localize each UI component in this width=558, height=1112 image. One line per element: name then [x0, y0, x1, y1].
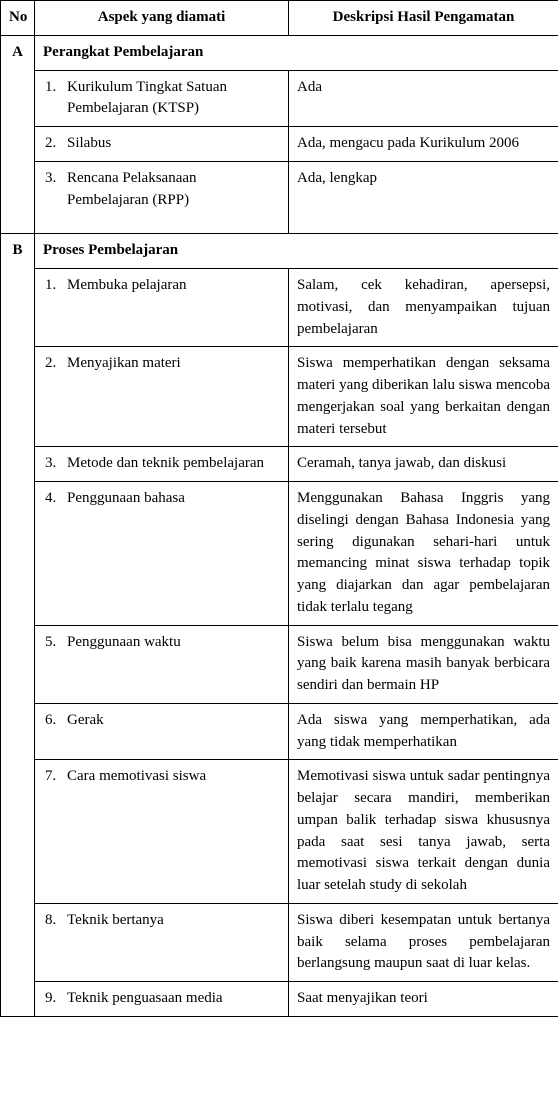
- table-row: 1. Membuka pelajaran Salam, cek kehadira…: [1, 269, 558, 347]
- desc-cell: Saat menyajikan teori: [289, 982, 558, 1017]
- item-number: 6.: [45, 710, 67, 732]
- table-row: 3. Metode dan teknik pembelajaran Cerama…: [1, 447, 558, 482]
- observation-table: No Aspek yang diamati Deskripsi Hasil Pe…: [0, 0, 558, 1017]
- item-aspek: Teknik bertanya: [67, 910, 280, 932]
- table-row: 7. Cara memotivasi siswa Memotivasi sisw…: [1, 760, 558, 904]
- aspek-cell: 3. Metode dan teknik pembelajaran: [35, 447, 289, 482]
- item-number: 9.: [45, 988, 67, 1010]
- item-number: 7.: [45, 766, 67, 788]
- item-aspek: Kurikulum Tingkat Satuan Pembelajaran (K…: [67, 77, 280, 121]
- section-b-id: B: [1, 234, 35, 269]
- aspek-cell: 2. Menyajikan materi: [35, 347, 289, 447]
- table-row: 2. Silabus Ada, mengacu pada Kurikulum 2…: [1, 127, 558, 162]
- desc-cell: Siswa belum bisa menggunakan waktu yang …: [289, 625, 558, 703]
- item-number: 4.: [45, 488, 67, 510]
- desc-cell: Ceramah, tanya jawab, dan diskusi: [289, 447, 558, 482]
- desc-cell: Ada, lengkap: [289, 161, 558, 234]
- no-cell: [1, 447, 35, 482]
- header-deskripsi: Deskripsi Hasil Pengamatan: [289, 1, 558, 36]
- item-aspek: Menyajikan materi: [67, 353, 280, 375]
- table-row: 6. Gerak Ada siswa yang memperhatikan, a…: [1, 703, 558, 760]
- aspek-cell: 7. Cara memotivasi siswa: [35, 760, 289, 904]
- aspek-cell: 9. Teknik penguasaan media: [35, 982, 289, 1017]
- item-aspek: Metode dan teknik pembelajaran: [67, 453, 280, 475]
- item-aspek: Membuka pelajaran: [67, 275, 280, 297]
- aspek-cell: 3. Rencana Pelaksanaan Pembelajaran (RPP…: [35, 161, 289, 234]
- desc-cell: Salam, cek kehadiran, apersepsi, motivas…: [289, 269, 558, 347]
- item-aspek: Penggunaan bahasa: [67, 488, 280, 510]
- no-cell: [1, 982, 35, 1017]
- desc-cell: Siswa diberi kesempatan untuk bertanya b…: [289, 903, 558, 981]
- aspek-cell: 1. Kurikulum Tingkat Satuan Pembelajaran…: [35, 70, 289, 127]
- item-aspek: Silabus: [67, 133, 280, 155]
- section-b-title: Proses Pembelajaran: [35, 234, 558, 269]
- item-aspek: Rencana Pelaksanaan Pembelajaran (RPP): [67, 168, 280, 212]
- item-number: 8.: [45, 910, 67, 932]
- item-number: 2.: [45, 353, 67, 375]
- item-number: 5.: [45, 632, 67, 654]
- desc-cell: Siswa memperhatikan dengan seksama mater…: [289, 347, 558, 447]
- item-number: 2.: [45, 133, 67, 155]
- table-row: 1. Kurikulum Tingkat Satuan Pembelajaran…: [1, 70, 558, 127]
- section-a-id: A: [1, 35, 35, 70]
- section-a-header: A Perangkat Pembelajaran: [1, 35, 558, 70]
- aspek-cell: 8. Teknik bertanya: [35, 903, 289, 981]
- item-number: 1.: [45, 77, 67, 121]
- section-b-header: B Proses Pembelajaran: [1, 234, 558, 269]
- no-cell: [1, 127, 35, 162]
- desc-cell: Memotivasi siswa untuk sadar pentingnya …: [289, 760, 558, 904]
- no-cell: [1, 760, 35, 904]
- table-row: 2. Menyajikan materi Siswa memperhatikan…: [1, 347, 558, 447]
- no-cell: [1, 70, 35, 127]
- no-cell: [1, 161, 35, 234]
- no-cell: [1, 269, 35, 347]
- item-number: 3.: [45, 168, 67, 212]
- desc-cell: Menggunakan Bahasa Inggris yang diseling…: [289, 482, 558, 626]
- table-row: 3. Rencana Pelaksanaan Pembelajaran (RPP…: [1, 161, 558, 234]
- no-cell: [1, 703, 35, 760]
- no-cell: [1, 625, 35, 703]
- table-header-row: No Aspek yang diamati Deskripsi Hasil Pe…: [1, 1, 558, 36]
- table-row: 8. Teknik bertanya Siswa diberi kesempat…: [1, 903, 558, 981]
- desc-cell: Ada: [289, 70, 558, 127]
- aspek-cell: 5. Penggunaan waktu: [35, 625, 289, 703]
- aspek-cell: 4. Penggunaan bahasa: [35, 482, 289, 626]
- item-aspek: Penggunaan waktu: [67, 632, 280, 654]
- header-aspek: Aspek yang diamati: [35, 1, 289, 36]
- item-aspek: Teknik penguasaan media: [67, 988, 280, 1010]
- table-row: 4. Penggunaan bahasa Menggunakan Bahasa …: [1, 482, 558, 626]
- item-aspek: Cara memotivasi siswa: [67, 766, 280, 788]
- desc-cell: Ada siswa yang memperhatikan, ada yang t…: [289, 703, 558, 760]
- item-number: 1.: [45, 275, 67, 297]
- no-cell: [1, 347, 35, 447]
- table-row: 5. Penggunaan waktu Siswa belum bisa men…: [1, 625, 558, 703]
- aspek-cell: 2. Silabus: [35, 127, 289, 162]
- no-cell: [1, 903, 35, 981]
- item-aspek: Gerak: [67, 710, 280, 732]
- section-a-title: Perangkat Pembelajaran: [35, 35, 558, 70]
- aspek-cell: 6. Gerak: [35, 703, 289, 760]
- item-number: 3.: [45, 453, 67, 475]
- header-no: No: [1, 1, 35, 36]
- no-cell: [1, 482, 35, 626]
- aspek-cell: 1. Membuka pelajaran: [35, 269, 289, 347]
- desc-cell: Ada, mengacu pada Kurikulum 2006: [289, 127, 558, 162]
- table-row: 9. Teknik penguasaan media Saat menyajik…: [1, 982, 558, 1017]
